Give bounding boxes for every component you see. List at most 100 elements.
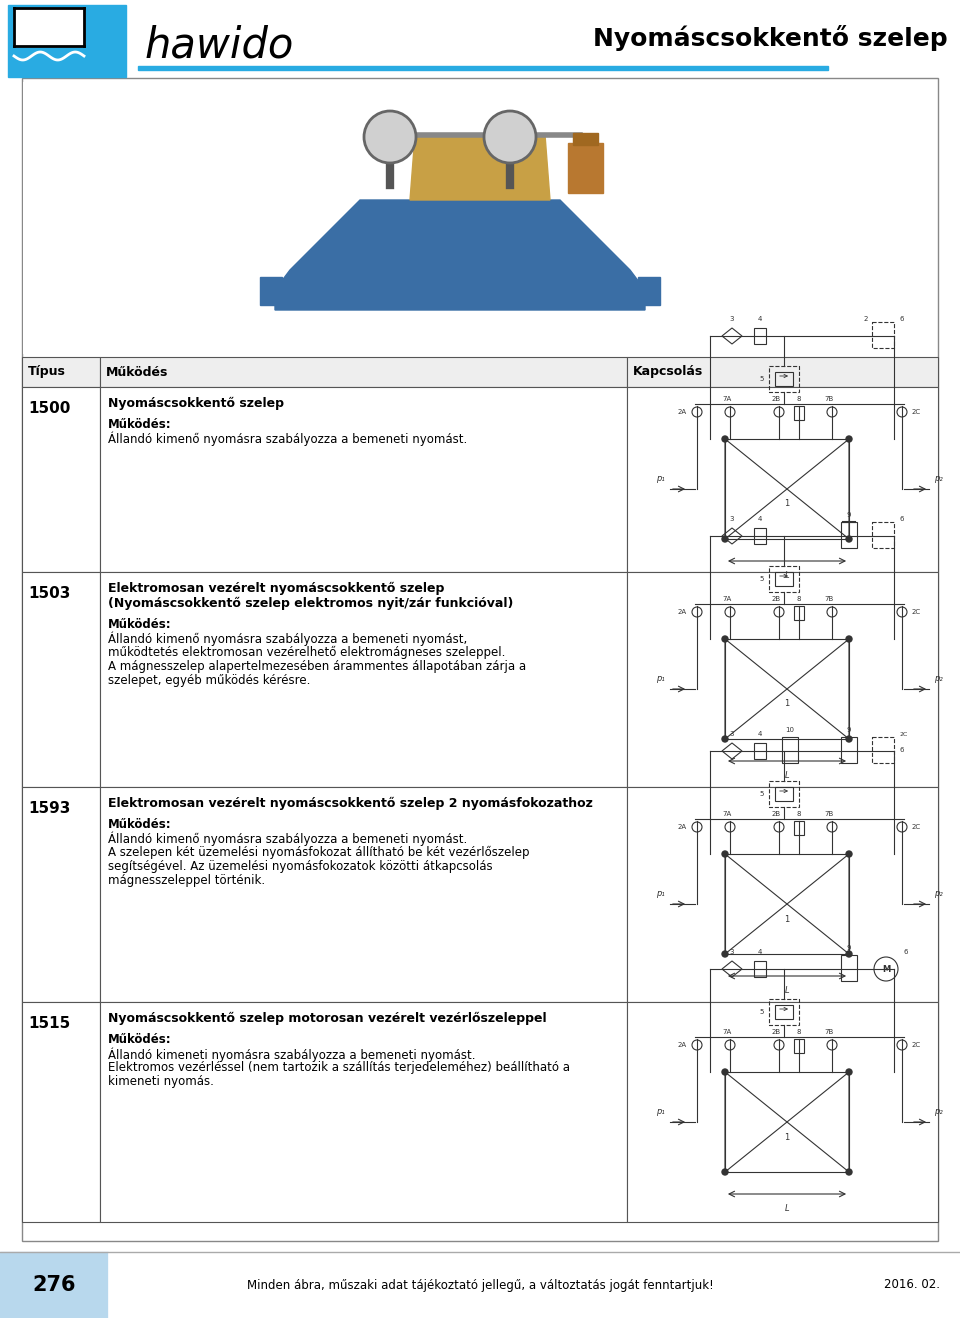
Bar <box>775 572 793 587</box>
Text: segítségével. Az üzemelési nyomásfokozatok közötti átkapcsolás: segítségével. Az üzemelési nyomásfokozat… <box>108 861 492 873</box>
Bar <box>22 78 938 1242</box>
Text: szelepet, egyéb működés kérésre.: szelepet, egyéb működés kérésre. <box>108 673 310 687</box>
Text: Állandó kimenő nyomásra szabályozza a bemeneti nyomást,: Állandó kimenő nyomásra szabályozza a be… <box>108 633 468 647</box>
Bar <box>573 133 598 145</box>
Text: L: L <box>784 771 789 780</box>
Text: p₂: p₂ <box>934 890 943 898</box>
Text: 2C: 2C <box>899 731 907 737</box>
Text: 1: 1 <box>784 500 790 509</box>
Text: Működés:: Működés: <box>108 418 172 431</box>
Text: Állandó kimenő nyomásra szabályozza a bemeneti nyomást.: Állandó kimenő nyomásra szabályozza a be… <box>108 832 468 846</box>
Text: L: L <box>784 986 789 995</box>
Bar <box>108 1252 960 1318</box>
Polygon shape <box>275 200 645 310</box>
Circle shape <box>722 1069 728 1075</box>
Text: 1593: 1593 <box>28 801 70 816</box>
Text: 2C: 2C <box>912 609 922 616</box>
Bar <box>22 1002 100 1222</box>
Text: Állandó kimenő nyomásra szabályozza a bemeneti nyomást.: Állandó kimenő nyomásra szabályozza a be… <box>108 432 468 447</box>
Bar <box>22 387 100 572</box>
Text: Típus: Típus <box>28 365 66 378</box>
Text: 2B: 2B <box>772 811 780 817</box>
Text: p₂: p₂ <box>934 673 943 683</box>
Text: 4: 4 <box>757 731 762 737</box>
Bar <box>725 439 849 539</box>
Bar <box>769 782 799 807</box>
Bar <box>725 639 849 739</box>
Bar <box>100 1002 627 1222</box>
Bar <box>769 366 799 391</box>
Bar <box>841 522 857 548</box>
Circle shape <box>846 536 852 542</box>
Bar <box>100 787 627 1002</box>
Circle shape <box>846 1069 852 1075</box>
Text: 8: 8 <box>797 395 802 402</box>
Circle shape <box>364 111 416 163</box>
Text: 2A: 2A <box>678 409 687 415</box>
Text: 2B: 2B <box>772 1029 780 1035</box>
Text: p₁: p₁ <box>657 1107 665 1116</box>
Bar <box>100 572 627 787</box>
Text: 7A: 7A <box>722 596 732 602</box>
Circle shape <box>722 735 728 742</box>
Text: 1515: 1515 <box>28 1016 70 1031</box>
Text: működtetés elektromosan vezérelhető elektromágneses szeleppel.: működtetés elektromosan vezérelhető elek… <box>108 646 505 659</box>
Text: M: M <box>882 965 890 974</box>
Text: 7B: 7B <box>825 811 833 817</box>
Text: 7B: 7B <box>825 1029 833 1035</box>
Text: 7B: 7B <box>825 596 833 602</box>
Text: 2C: 2C <box>912 409 922 415</box>
Bar <box>138 66 828 70</box>
Text: 2B: 2B <box>772 596 780 602</box>
Text: 5: 5 <box>759 576 764 583</box>
Text: Elektromosan vezérelt nyomáscsokkentő szelep 2 nyomásfokozathoz: Elektromosan vezérelt nyomáscsokkentő sz… <box>108 797 593 811</box>
Text: 2C: 2C <box>912 1043 922 1048</box>
Text: 9: 9 <box>847 511 852 518</box>
Polygon shape <box>410 134 550 200</box>
Text: 2: 2 <box>864 316 868 322</box>
Text: A mágnesszelep alapertelmezesében árammentes állapotában zárja a: A mágnesszelep alapertelmezesében áramme… <box>108 660 526 673</box>
Circle shape <box>846 436 852 442</box>
Bar <box>841 737 857 763</box>
Text: A szelepen két üzemelési nyomásfokozat állítható be két vezérlőszelep: A szelepen két üzemelési nyomásfokozat á… <box>108 846 530 859</box>
Text: Elektromos vezérléssel (nem tartozik a szállítás terjedeleméhez) beállítható a: Elektromos vezérléssel (nem tartozik a s… <box>108 1061 570 1074</box>
Text: Nyomáscsokkentő szelep: Nyomáscsokkentő szelep <box>108 397 284 410</box>
Bar <box>769 999 799 1025</box>
Text: 4: 4 <box>757 949 762 956</box>
Text: Minden ábra, műszaki adat tájékoztató jellegű, a változtatás jogát fenntartjuk!: Minden ábra, műszaki adat tájékoztató je… <box>247 1278 713 1292</box>
Text: hawido: hawido <box>145 25 295 67</box>
Bar <box>23 82 937 355</box>
Bar <box>754 328 766 344</box>
Text: 5: 5 <box>759 791 764 797</box>
Bar <box>22 787 100 1002</box>
Text: 7A: 7A <box>722 395 732 402</box>
Bar <box>568 142 603 192</box>
Bar <box>14 8 84 46</box>
Circle shape <box>722 536 728 542</box>
Text: Működés:: Működés: <box>108 1033 172 1046</box>
Text: 1: 1 <box>784 915 790 924</box>
Circle shape <box>722 436 728 442</box>
Text: p₁: p₁ <box>657 474 665 482</box>
Bar <box>100 387 627 572</box>
Bar <box>782 737 798 763</box>
Circle shape <box>846 851 852 857</box>
Bar <box>22 572 100 787</box>
Text: 2B: 2B <box>772 395 780 402</box>
Text: 7A: 7A <box>722 811 732 817</box>
Bar <box>769 565 799 592</box>
Circle shape <box>484 111 536 163</box>
Bar <box>725 854 849 954</box>
Text: 7B: 7B <box>825 395 833 402</box>
Bar <box>794 606 804 619</box>
Text: 2A: 2A <box>678 824 687 830</box>
Text: Elektromosan vezérelt nyomáscsokkentő szelep: Elektromosan vezérelt nyomáscsokkentő sz… <box>108 583 444 596</box>
Text: 6: 6 <box>899 747 903 753</box>
Circle shape <box>722 851 728 857</box>
Text: 1500: 1500 <box>28 401 70 416</box>
Text: p₂: p₂ <box>934 1107 943 1116</box>
Text: 3: 3 <box>730 949 734 956</box>
Bar <box>627 387 938 572</box>
Text: 6: 6 <box>899 517 903 522</box>
Text: 8: 8 <box>797 811 802 817</box>
